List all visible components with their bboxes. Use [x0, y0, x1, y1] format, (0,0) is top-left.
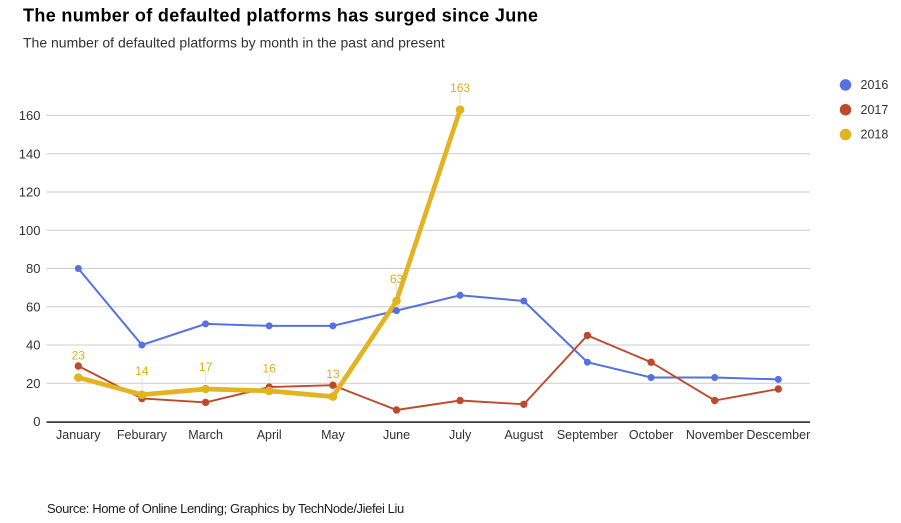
svg-text:14: 14: [135, 364, 149, 378]
svg-text:17: 17: [199, 360, 213, 374]
svg-text:60: 60: [26, 299, 40, 314]
svg-text:16: 16: [263, 361, 277, 375]
svg-text:Feburary: Feburary: [117, 428, 168, 442]
svg-text:June: June: [383, 428, 410, 442]
svg-text:April: April: [257, 428, 282, 442]
svg-text:November: November: [686, 428, 744, 442]
svg-text:2018: 2018: [861, 128, 889, 142]
svg-text:13: 13: [326, 367, 340, 381]
svg-text:August: August: [504, 428, 543, 442]
svg-text:100: 100: [19, 223, 41, 238]
svg-text:September: September: [557, 428, 618, 442]
svg-text:20: 20: [26, 376, 40, 391]
svg-text:63: 63: [390, 272, 404, 286]
svg-text:0: 0: [33, 414, 40, 429]
svg-text:160: 160: [19, 108, 41, 123]
svg-text:Descember: Descember: [746, 428, 810, 442]
svg-text:2016: 2016: [861, 78, 889, 92]
svg-text:Source: Home of Online Lending: Source: Home of Online Lending; Graphics…: [47, 501, 404, 516]
svg-text:40: 40: [26, 338, 40, 353]
svg-text:120: 120: [19, 185, 41, 200]
svg-text:The number of defaulted platfo: The number of defaulted platforms has su…: [23, 6, 538, 26]
svg-text:July: July: [449, 428, 472, 442]
svg-text:The number of defaulted platfo: The number of defaulted platforms by mon…: [23, 35, 445, 51]
svg-text:23: 23: [72, 349, 86, 363]
svg-text:March: March: [188, 428, 223, 442]
svg-text:October: October: [629, 428, 673, 442]
svg-text:163: 163: [450, 81, 470, 95]
svg-text:May: May: [321, 428, 345, 442]
svg-text:2017: 2017: [861, 103, 889, 117]
svg-text:80: 80: [26, 261, 40, 276]
svg-text:140: 140: [19, 146, 41, 161]
svg-text:January: January: [56, 428, 101, 442]
